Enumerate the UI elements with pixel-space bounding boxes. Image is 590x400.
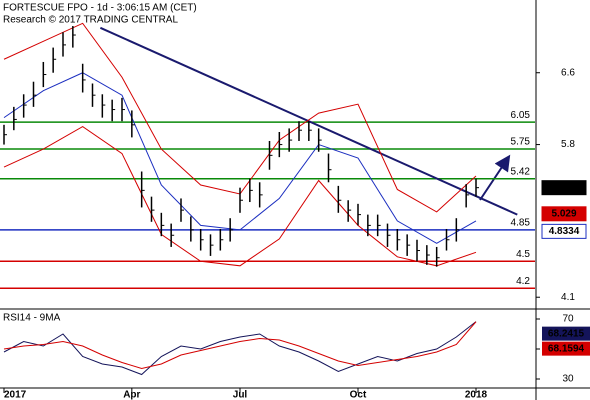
chart-subtitle: Research © 2017 TRADING CENTRAL (3, 15, 178, 26)
x-tick-label: Jul (233, 390, 248, 400)
trendline (99, 26, 518, 216)
price-label: 4.8334 (549, 226, 580, 237)
x-tick-label: 2017 (4, 390, 27, 400)
price-label-box (541, 180, 587, 196)
x-tick-label: 2018 (465, 390, 488, 400)
rsi-line (3, 321, 477, 376)
rsi-label-box (542, 341, 590, 356)
level-label: 6.05 (511, 110, 531, 121)
rsi-title: RSI14 - 9MA (3, 313, 61, 324)
level-label: 5.75 (511, 137, 531, 148)
x-tick-label: Apr (123, 390, 140, 400)
rsi-label-box (542, 326, 590, 341)
chart-title: FORTESCUE FPO - 1d - 3:06:15 AM (CET) (3, 3, 197, 14)
rsi-label: 68.1594 (548, 343, 585, 354)
level-label: 4.5 (516, 249, 530, 260)
y-tick-label: 4.1 (561, 292, 575, 303)
x-tick-label: Oct (350, 390, 367, 400)
price-label: 5.32 (554, 182, 574, 193)
price-label-box (541, 223, 587, 239)
y-tick-label: 5.8 (561, 139, 575, 150)
indicator-line (3, 126, 477, 267)
y-tick-label: 6.6 (561, 67, 575, 78)
rsi-label: 68.2415 (548, 328, 585, 339)
price-label: 5.029 (551, 208, 576, 219)
level-label: 4.2 (516, 276, 530, 287)
level-label: 4.85 (511, 218, 531, 229)
y-tick-label: 30 (562, 374, 574, 385)
rsi-line (3, 321, 477, 370)
y-tick-label: 70 (562, 314, 574, 325)
level-label: 5.42 (511, 166, 531, 177)
price-label-box (541, 206, 587, 222)
